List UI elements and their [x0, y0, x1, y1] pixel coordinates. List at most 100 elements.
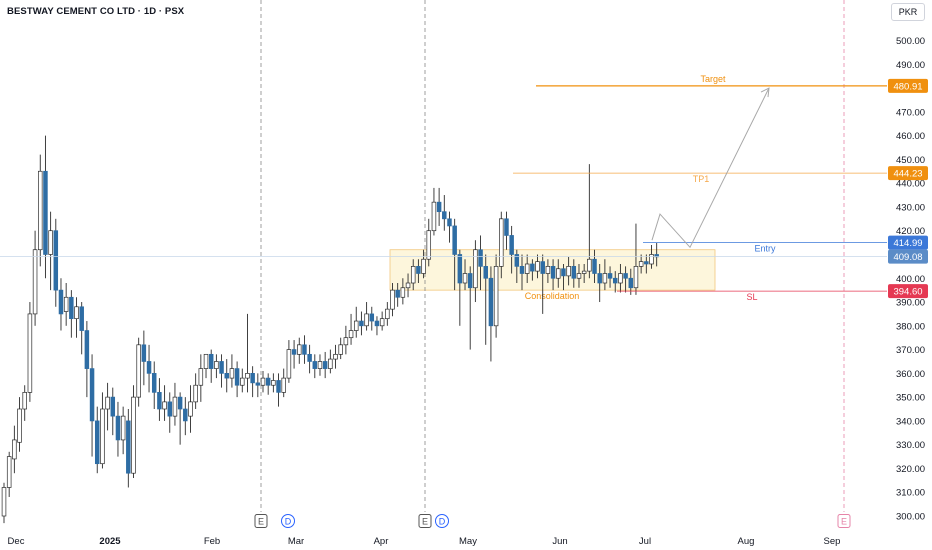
candle[interactable]	[63, 283, 69, 326]
candle[interactable]	[141, 330, 147, 386]
candle[interactable]	[53, 218, 59, 307]
candle[interactable]	[48, 211, 53, 291]
candle[interactable]	[84, 321, 90, 398]
candle[interactable]	[462, 259, 468, 291]
candle[interactable]	[587, 164, 592, 279]
candle[interactable]	[12, 425, 17, 474]
candle[interactable]	[32, 230, 38, 326]
candle[interactable]	[364, 302, 369, 331]
candle[interactable]	[234, 361, 240, 398]
candle[interactable]	[271, 373, 276, 393]
earnings-marker[interactable]	[254, 514, 268, 528]
candle[interactable]	[317, 354, 323, 376]
candle[interactable]	[322, 351, 328, 379]
candle[interactable]	[343, 325, 349, 355]
candle[interactable]	[229, 354, 235, 388]
candle[interactable]	[602, 259, 608, 291]
candle[interactable]	[499, 211, 504, 279]
candle[interactable]	[359, 311, 364, 336]
candle[interactable]	[146, 344, 152, 393]
candle[interactable]	[395, 283, 400, 307]
candle[interactable]	[405, 273, 411, 298]
candle[interactable]	[426, 218, 432, 267]
candle[interactable]	[431, 187, 437, 236]
candle[interactable]	[566, 256, 571, 286]
candle[interactable]	[302, 335, 307, 364]
currency-selector[interactable]: PKR	[891, 3, 925, 21]
candle[interactable]	[74, 297, 79, 338]
candle[interactable]	[167, 392, 173, 433]
candle[interactable]	[162, 385, 167, 421]
candle[interactable]	[203, 353, 209, 379]
candle[interactable]	[483, 254, 488, 345]
candle[interactable]	[421, 249, 426, 279]
candle[interactable]	[265, 373, 271, 395]
candle[interactable]	[576, 263, 582, 288]
candle[interactable]	[493, 254, 499, 338]
candle[interactable]	[79, 302, 84, 355]
candle[interactable]	[126, 409, 131, 488]
candle[interactable]	[644, 254, 649, 274]
candle[interactable]	[390, 283, 395, 317]
candle[interactable]	[436, 187, 442, 226]
candle[interactable]	[193, 373, 198, 410]
candle[interactable]	[38, 154, 43, 267]
candle[interactable]	[6, 451, 12, 497]
candle[interactable]	[519, 254, 525, 291]
candle[interactable]	[597, 263, 602, 303]
candle[interactable]	[110, 387, 116, 436]
candle[interactable]	[328, 349, 333, 374]
candle[interactable]	[120, 406, 126, 455]
earnings-marker[interactable]	[837, 514, 851, 528]
candle[interactable]	[447, 211, 452, 243]
candle[interactable]	[400, 278, 406, 305]
candle[interactable]	[633, 223, 639, 295]
candle[interactable]	[151, 361, 157, 410]
candle[interactable]	[208, 349, 214, 383]
candle[interactable]	[43, 135, 48, 279]
candle[interactable]	[550, 259, 556, 291]
candle[interactable]	[416, 259, 421, 284]
candle[interactable]	[250, 366, 255, 398]
candle[interactable]	[240, 368, 245, 393]
candle[interactable]	[353, 306, 359, 338]
candle[interactable]	[89, 354, 95, 457]
candle[interactable]	[540, 254, 545, 314]
candle[interactable]	[183, 397, 188, 436]
candle[interactable]	[224, 359, 229, 393]
candle[interactable]	[100, 392, 105, 469]
candle[interactable]	[623, 266, 628, 293]
candle[interactable]	[374, 316, 380, 336]
candle[interactable]	[457, 249, 463, 326]
candle[interactable]	[157, 378, 162, 421]
candle[interactable]	[561, 263, 566, 291]
candle[interactable]	[307, 344, 312, 374]
candle[interactable]	[338, 337, 343, 360]
candle[interactable]	[219, 354, 224, 388]
candle[interactable]	[385, 302, 390, 326]
candle[interactable]	[17, 397, 22, 452]
candle[interactable]	[333, 344, 338, 369]
candle[interactable]	[297, 337, 302, 364]
candle[interactable]	[514, 249, 520, 284]
candle[interactable]	[530, 259, 535, 281]
candle[interactable]	[198, 354, 204, 402]
candle[interactable]	[581, 263, 587, 284]
candle[interactable]	[452, 218, 457, 291]
candle[interactable]	[286, 340, 292, 383]
candle[interactable]	[276, 373, 281, 407]
candle[interactable]	[58, 278, 64, 331]
candle[interactable]	[255, 373, 261, 398]
candle[interactable]	[131, 385, 136, 478]
candle[interactable]	[348, 313, 354, 345]
candle[interactable]	[504, 211, 509, 250]
candle[interactable]	[214, 354, 219, 379]
candle[interactable]	[571, 259, 577, 288]
candle[interactable]	[467, 266, 473, 350]
candle[interactable]	[628, 268, 634, 295]
candle[interactable]	[442, 195, 447, 231]
projection-path[interactable]	[651, 87, 770, 249]
candle[interactable]	[556, 259, 561, 288]
candle[interactable]	[281, 368, 286, 398]
